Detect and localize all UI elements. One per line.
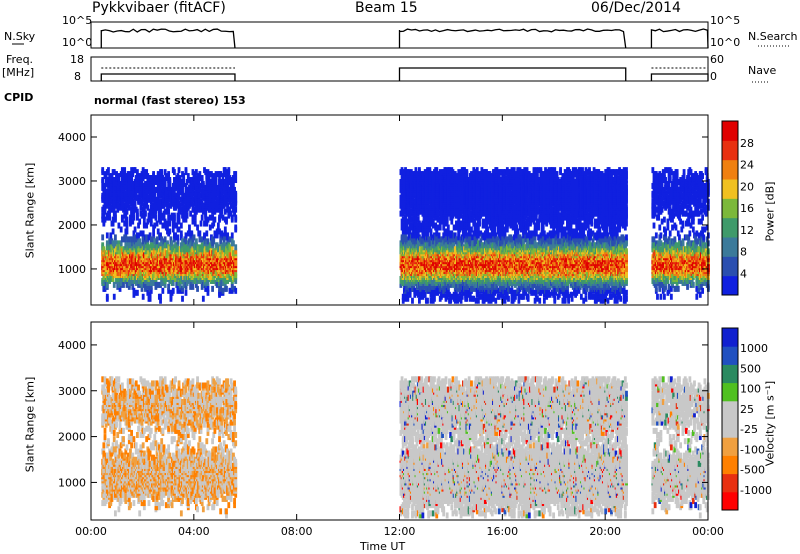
data-cell bbox=[231, 232, 234, 238]
data-cell bbox=[160, 169, 163, 175]
data-cell bbox=[136, 209, 139, 215]
small-panels bbox=[12, 22, 790, 82]
data-cell bbox=[142, 294, 145, 300]
data-cell bbox=[411, 298, 414, 304]
data-cell bbox=[234, 244, 237, 250]
data-cell bbox=[172, 288, 175, 294]
data-cell bbox=[185, 167, 188, 173]
data-cell bbox=[192, 284, 195, 290]
data-cell bbox=[167, 171, 170, 177]
nsky-line bbox=[651, 29, 708, 48]
data-cell bbox=[113, 294, 116, 300]
data-cell bbox=[176, 234, 179, 240]
data-cell bbox=[112, 228, 115, 234]
data-cell bbox=[159, 294, 162, 300]
data-cell bbox=[234, 225, 237, 231]
data-cell bbox=[154, 215, 157, 221]
data-cell bbox=[225, 286, 228, 292]
data-cell bbox=[224, 226, 227, 232]
data-cell bbox=[188, 225, 191, 231]
data-cell bbox=[234, 215, 237, 221]
data-cell bbox=[164, 181, 167, 187]
data-cell bbox=[430, 228, 433, 234]
data-cell bbox=[180, 230, 183, 236]
data-cell bbox=[201, 215, 204, 221]
data-cell bbox=[123, 167, 126, 173]
data-cell bbox=[217, 223, 220, 229]
data-cell bbox=[234, 191, 237, 197]
data-cell bbox=[107, 167, 110, 173]
data-cell bbox=[196, 286, 199, 292]
data-cell bbox=[234, 288, 237, 294]
nsky-line bbox=[400, 29, 626, 48]
data-cell bbox=[178, 167, 181, 173]
data-cell bbox=[178, 215, 181, 221]
data-cell bbox=[106, 232, 109, 238]
data-cell bbox=[144, 211, 147, 217]
data-cell bbox=[101, 234, 104, 240]
data-cell bbox=[186, 213, 189, 219]
freq-line bbox=[651, 74, 708, 81]
data-cell bbox=[200, 221, 203, 227]
nsky-line bbox=[101, 29, 235, 48]
data-cell bbox=[205, 230, 208, 236]
data-cell bbox=[152, 230, 155, 236]
freq-line bbox=[101, 74, 235, 81]
data-cell bbox=[120, 226, 123, 232]
data-cell bbox=[195, 238, 198, 244]
data-cell bbox=[201, 175, 204, 181]
data-cell bbox=[136, 290, 139, 296]
data-cell bbox=[211, 286, 214, 292]
data-cell bbox=[202, 296, 205, 302]
data-cell bbox=[181, 296, 184, 302]
data-cell bbox=[168, 221, 171, 227]
data-cell bbox=[108, 215, 111, 221]
data-cell bbox=[433, 296, 436, 302]
data-cell bbox=[180, 223, 183, 229]
data-cell bbox=[168, 177, 171, 183]
data-cell bbox=[185, 290, 188, 296]
data-cell bbox=[106, 294, 109, 300]
data-cell bbox=[126, 228, 129, 234]
data-cell bbox=[126, 217, 129, 223]
data-cell bbox=[234, 177, 237, 183]
data-cell bbox=[227, 167, 230, 173]
data-cell bbox=[167, 284, 170, 290]
data-cell bbox=[173, 213, 176, 219]
data-cell bbox=[426, 298, 429, 304]
data-cell bbox=[214, 217, 217, 223]
data-cell bbox=[134, 226, 137, 232]
data-cell bbox=[134, 201, 137, 207]
data-cell bbox=[173, 169, 176, 175]
freq-line bbox=[400, 68, 626, 81]
data-cell bbox=[161, 288, 164, 294]
data-cell bbox=[133, 215, 136, 221]
data-cell bbox=[196, 225, 199, 231]
data-cell bbox=[138, 219, 141, 225]
data-cell bbox=[168, 228, 171, 234]
data-cell bbox=[447, 225, 450, 231]
data-cell bbox=[234, 171, 237, 177]
data-cell bbox=[207, 286, 210, 292]
data-cell bbox=[198, 230, 201, 236]
data-cell bbox=[439, 225, 442, 231]
data-cell bbox=[234, 207, 237, 213]
data-cell bbox=[167, 209, 170, 215]
data-cell bbox=[114, 234, 117, 240]
